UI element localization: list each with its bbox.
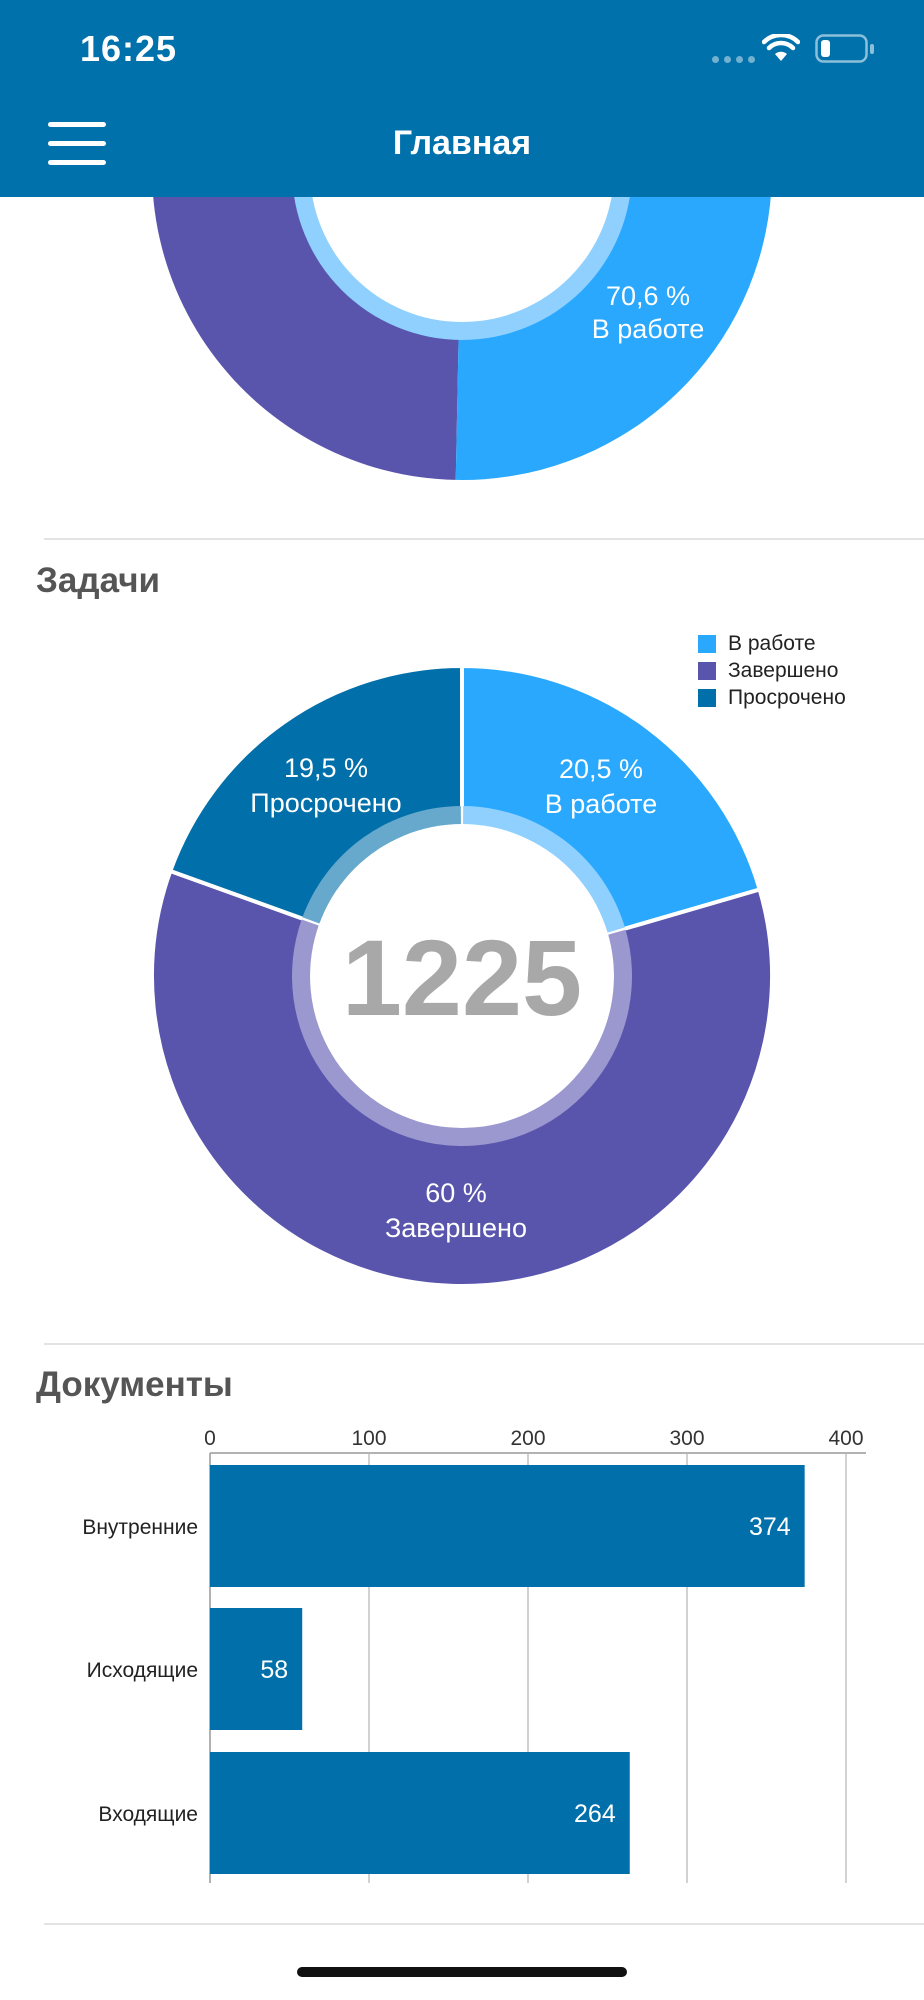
category-label-internal: Внутренние — [82, 1516, 198, 1539]
bar-value-label: 374 — [749, 1513, 791, 1541]
bar-outgoing[interactable] — [210, 1608, 303, 1730]
section-divider — [44, 1343, 924, 1345]
tasks-inner-ring-in-progress — [463, 806, 625, 933]
bar-internal[interactable] — [210, 1465, 805, 1587]
bar-value-label: 58 — [260, 1656, 288, 1684]
category-label-incoming: Входящие — [98, 1803, 198, 1826]
wifi-icon — [762, 34, 800, 61]
tasks-label-in-progress-name: В работе — [545, 789, 658, 819]
legend-label-in-progress: В работе — [728, 631, 816, 655]
battery-icon — [815, 34, 874, 63]
cellular-signal-icon — [712, 56, 755, 63]
tasks-label-in-progress-percent: 20,5 % — [559, 754, 643, 784]
tasks-label-done-name: Завершено — [385, 1213, 527, 1243]
tasks-legend: В работе Завершено Просрочено — [698, 630, 846, 711]
x-tick-label: 400 — [828, 1427, 863, 1450]
tasks-section-title: Задачи — [36, 561, 161, 600]
x-tick-label: 0 — [204, 1427, 216, 1450]
legend-label-overdue: Просрочено — [728, 685, 846, 709]
tasks-donut-hole — [310, 824, 614, 1128]
bar-value-label: 264 — [574, 1800, 616, 1828]
legend-label-done: Завершено — [728, 658, 839, 682]
legend-swatch-in-progress — [698, 634, 716, 653]
app-header: 16:25 Главная — [0, 0, 924, 197]
home-indicator — [297, 1967, 627, 1977]
tasks-label-overdue-name: Просрочено — [250, 788, 401, 818]
x-tick-label: 100 — [351, 1427, 386, 1450]
legend-swatch-done — [698, 661, 716, 680]
section-divider — [44, 1923, 924, 1925]
hamburger-menu-button[interactable] — [48, 122, 106, 166]
bar-incoming[interactable] — [210, 1752, 630, 1874]
section-divider — [44, 538, 924, 540]
legend-item-in-progress: В работе — [698, 630, 846, 657]
legend-item-overdue: Просрочено — [698, 684, 846, 711]
top-donut-label-name: В работе — [592, 314, 705, 344]
documents-section-title: Документы — [36, 1365, 233, 1404]
page-title: Главная — [392, 124, 532, 162]
top-donut-label-percent: 70,6 % — [606, 281, 690, 311]
status-time: 16:25 — [80, 28, 178, 69]
tasks-total-number: 1225 — [342, 917, 582, 1038]
tasks-inner-ring-overdue — [302, 806, 461, 924]
tasks-donut-chart: 1225 20,5 % В работе 19,5 % Просрочено 6… — [150, 663, 774, 1288]
tasks-label-overdue-percent: 19,5 % — [284, 753, 368, 783]
legend-swatch-overdue — [698, 688, 716, 707]
documents-bar-chart: 0 100 200 300 400 Внутренние Исходящие В… — [82, 1427, 866, 1883]
x-tick-label: 200 — [510, 1427, 545, 1450]
tasks-label-done-percent: 60 % — [425, 1178, 487, 1208]
x-tick-label: 300 — [669, 1427, 704, 1450]
legend-item-done: Завершено — [698, 657, 846, 684]
category-label-outgoing: Исходящие — [87, 1659, 198, 1682]
